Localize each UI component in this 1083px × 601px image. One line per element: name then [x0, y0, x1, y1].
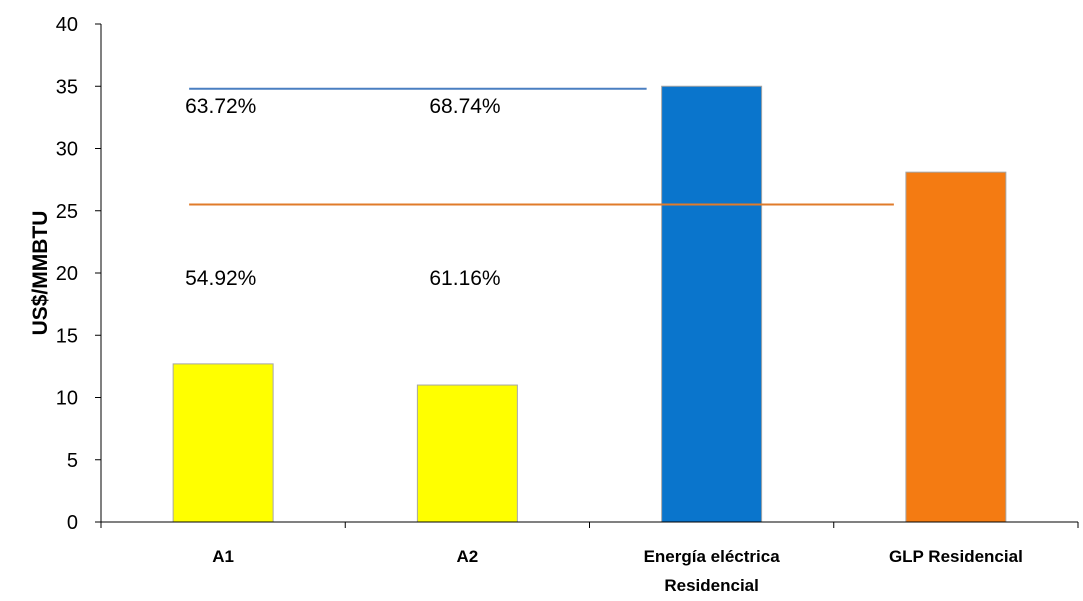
annotation-1: 68.74% — [429, 95, 500, 118]
annotation-3: 61.16% — [429, 267, 500, 290]
y-tick-label-5: 25 — [56, 201, 78, 223]
y-tick-label-7: 35 — [56, 76, 78, 98]
axes — [95, 23, 1079, 528]
x-category-label-line: GLP Residencial — [889, 547, 1023, 566]
y-tick-label-3: 15 — [56, 325, 78, 347]
y-tick-label-2: 10 — [56, 388, 78, 410]
y-tick-label-4: 20 — [56, 263, 78, 285]
x-category-label-line: A2 — [457, 547, 479, 566]
x-category-label-line: Residencial — [664, 576, 759, 595]
x-category-label-1: A2 — [457, 547, 479, 566]
x-category-label-2: Energía eléctrica Residencial — [644, 547, 781, 595]
y-axis-title-group: US$/MMBTU — [29, 211, 52, 336]
x-category-label-line: A1 — [212, 547, 234, 566]
bar-1 — [416, 384, 518, 523]
labels: 0 5 10 15 20 25 30 35 40 A1 A2 Energía eléctrica Res… — [56, 14, 1023, 595]
x-category-label-3: GLP Residencial — [889, 547, 1023, 566]
y-tick-label-0: 0 — [67, 512, 78, 534]
y-tick-label-8: 40 — [56, 14, 78, 36]
y-axis-title: US$/MMBTU — [29, 211, 52, 336]
reference-lines — [189, 87, 894, 206]
bars — [172, 85, 1007, 523]
x-category-label-line: Energía eléctrica — [644, 547, 781, 566]
y-tick-label-6: 30 — [56, 139, 78, 161]
x-category-label-0: A1 — [212, 547, 234, 566]
annotation-2: 54.92% — [185, 267, 256, 290]
bar-0 — [172, 363, 274, 523]
y-tick-label-1: 5 — [67, 450, 78, 472]
annotation-0: 63.72% — [185, 95, 256, 118]
bar-3 — [905, 171, 1007, 523]
bar-2 — [661, 85, 763, 523]
